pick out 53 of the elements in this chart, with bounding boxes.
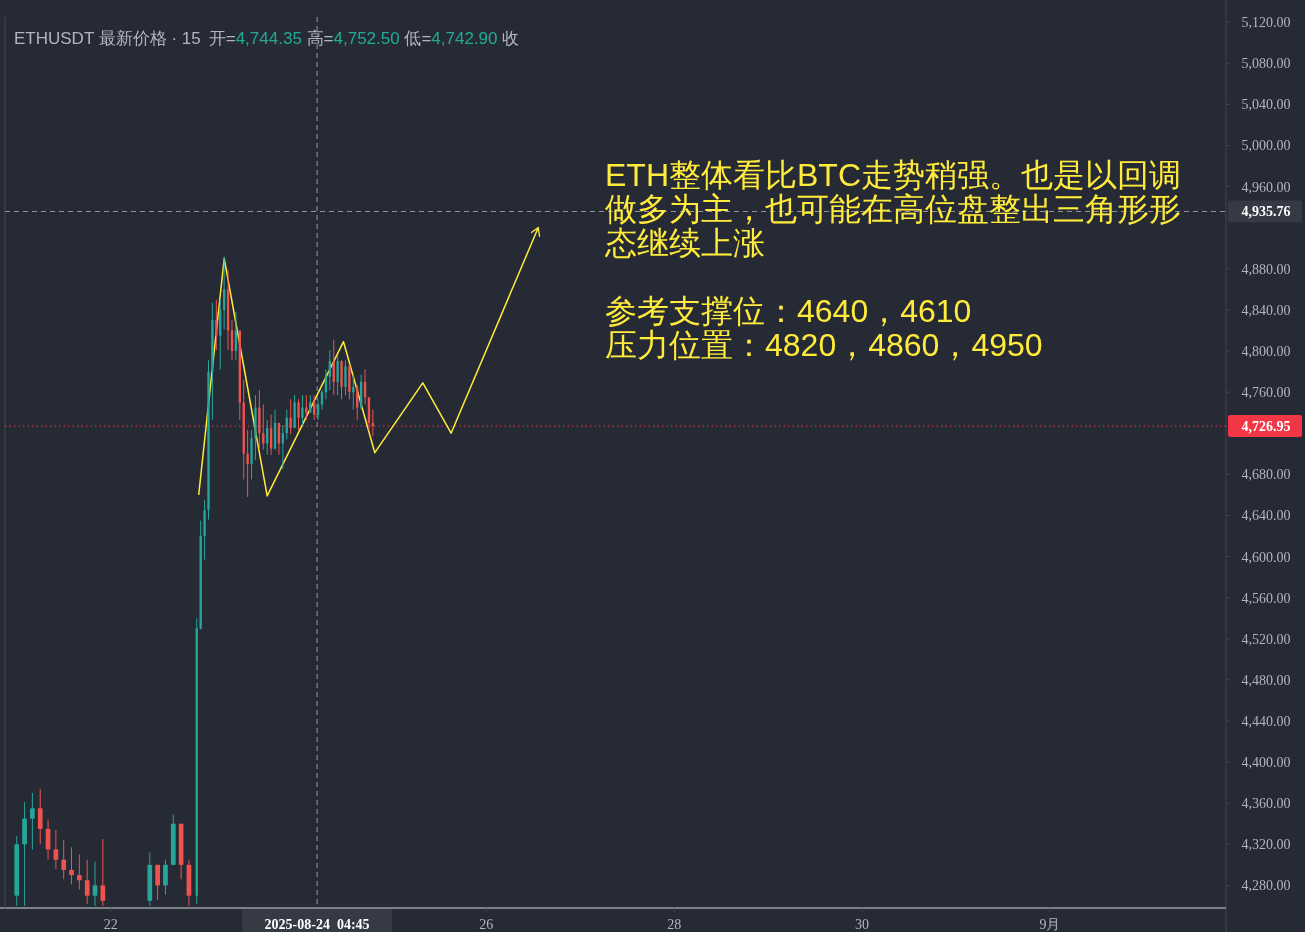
x-tick-label: 28 <box>667 917 682 932</box>
y-tick-label: 5,040.00 <box>1241 97 1291 113</box>
y-tick-label: 4,440.00 <box>1241 713 1291 729</box>
candlestick <box>316 398 320 421</box>
x-tick-label: 9月 <box>1039 917 1061 932</box>
ref-line-label: 4,935.76 <box>1241 204 1291 220</box>
candlestick <box>305 394 308 421</box>
candlestick <box>301 394 304 426</box>
y-tick-label: 5,080.00 <box>1241 56 1291 72</box>
candlestick <box>297 398 300 431</box>
candlestick <box>246 429 249 498</box>
y-tick-label: 4,840.00 <box>1241 302 1291 318</box>
candlestick <box>53 829 59 870</box>
annotation: ETH整体看比BTC走势稍强。也是以回调做多为主，也可能在高位盘整出三角形形态继续上涨 <box>605 157 1182 261</box>
candlestick <box>69 846 74 885</box>
text: ETHUSDT 最新价格 · 15 <box>14 29 201 48</box>
y-tick-label: 4,280.00 <box>1241 878 1291 894</box>
x-tick-label: 26 <box>479 917 494 932</box>
candlestick <box>312 394 316 421</box>
y-tick-label: 4,680.00 <box>1241 467 1291 483</box>
y-tick-label: 4,360.00 <box>1241 796 1291 812</box>
y-tick-label: 5,120.00 <box>1241 15 1291 31</box>
y-tick-label: 4,400.00 <box>1241 755 1291 771</box>
x-tick-label: 22 <box>103 917 118 932</box>
candlestick <box>30 792 35 850</box>
candlestick <box>336 354 339 396</box>
ref-line-label: 4,726.95 <box>1241 419 1291 435</box>
text: 开=4,744.35 高=4,752.50 低=4,742.90 收 <box>208 29 520 48</box>
y-tick-label: 4,520.00 <box>1241 631 1291 647</box>
y-tick-label: 5,000.00 <box>1241 138 1291 154</box>
candlestick <box>61 839 67 880</box>
candlestick <box>77 854 82 890</box>
y-tick-label: 4,880.00 <box>1241 261 1291 277</box>
candlestick <box>100 838 106 907</box>
annotation: 参考支撑位：4640，4610 <box>605 293 973 329</box>
y-tick-label: 4,480.00 <box>1241 672 1291 688</box>
candlestick <box>37 788 43 845</box>
x-tick-label: 30 <box>855 917 870 932</box>
y-tick-label: 4,560.00 <box>1241 590 1291 606</box>
candlestick <box>344 359 347 396</box>
candlestick <box>92 861 98 907</box>
annotation: 压力位置：4820，4860，4950 <box>605 327 1044 363</box>
y-tick-label: 4,640.00 <box>1241 508 1291 524</box>
y-tick-label: 4,600.00 <box>1241 549 1291 565</box>
candlestick <box>163 859 168 896</box>
candlestick <box>84 859 90 905</box>
y-tick-label: 4,960.00 <box>1241 179 1291 195</box>
candlestick <box>155 864 160 901</box>
y-tick-label: 4,800.00 <box>1241 344 1291 359</box>
y-tick-label: 4,760.00 <box>1241 385 1291 401</box>
candlestick <box>215 299 218 351</box>
ref-line-label: 2025-08-24 04:45 <box>264 917 370 932</box>
y-tick-label: 4,320.00 <box>1241 837 1291 853</box>
